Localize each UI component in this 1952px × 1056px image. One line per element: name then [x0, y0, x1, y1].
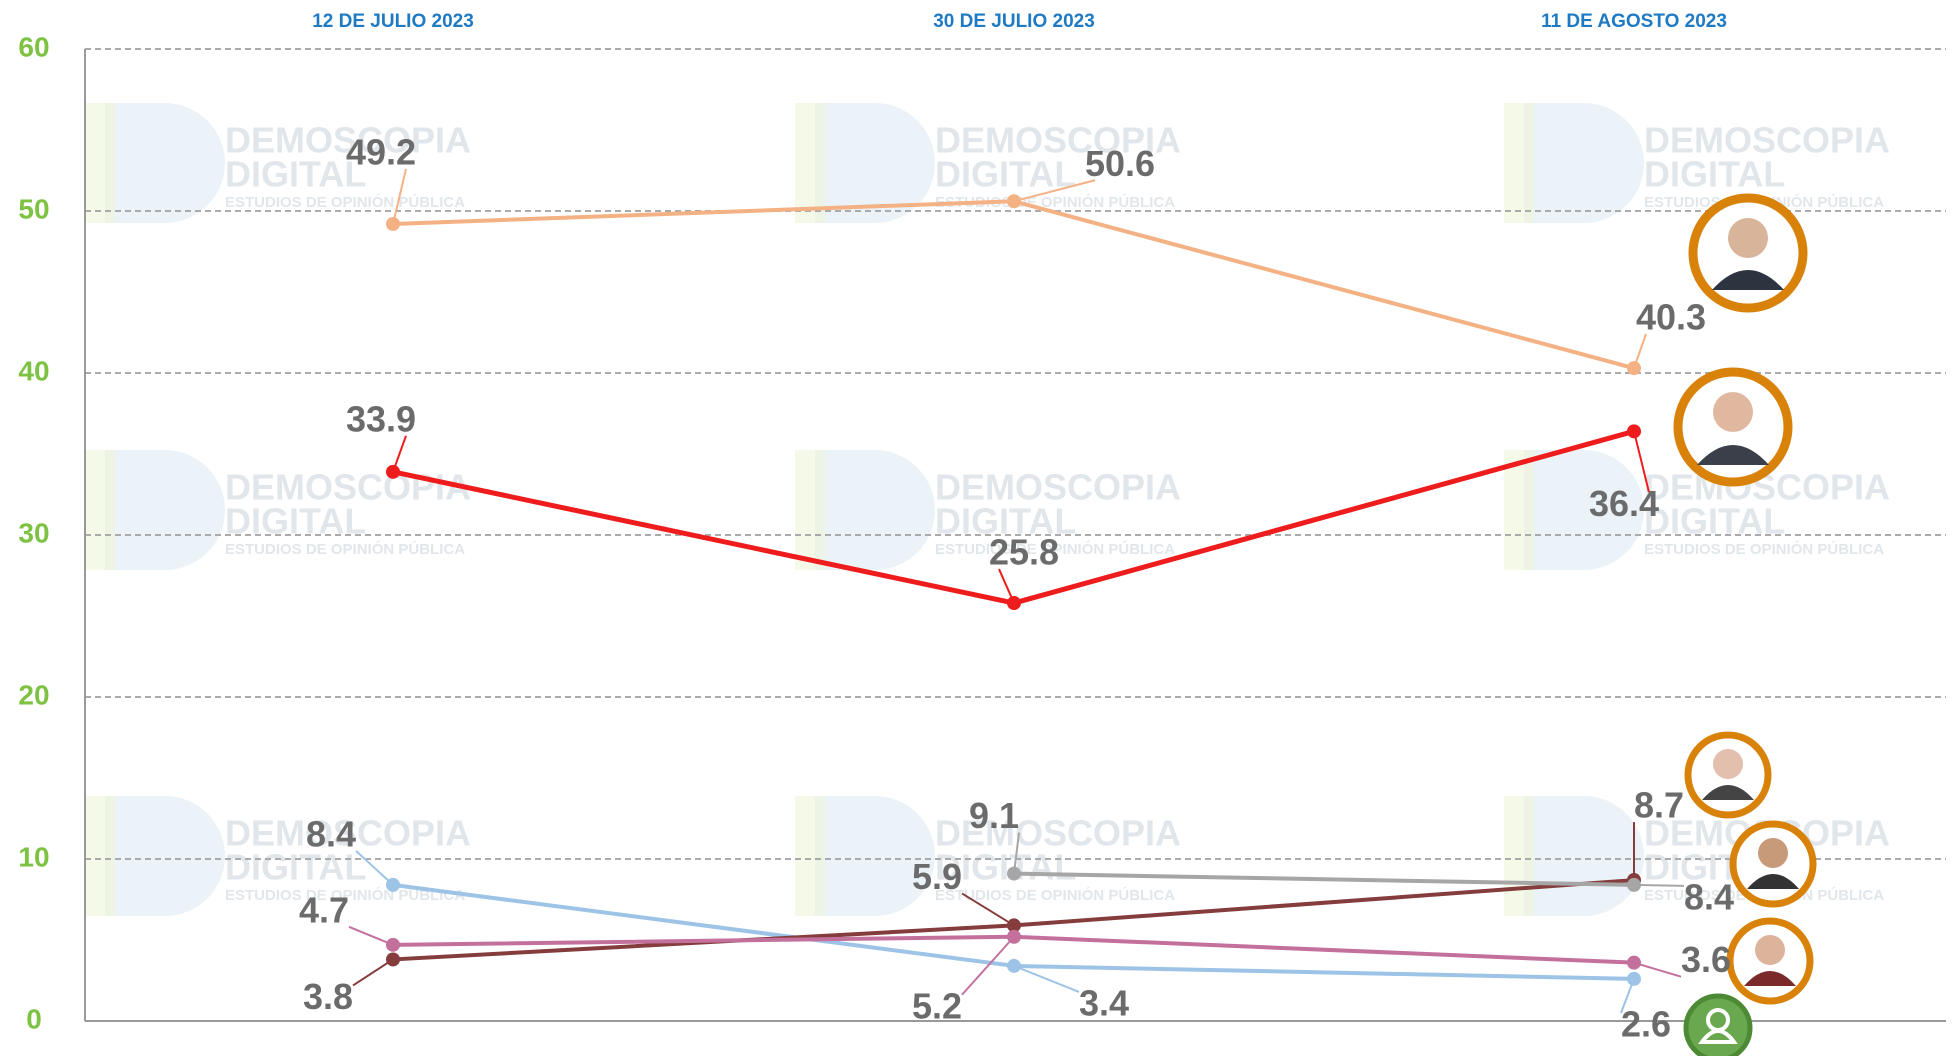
watermark-logo: [1524, 103, 1644, 223]
value-label: 8.7: [1634, 785, 1684, 826]
watermark-text: DEMOSCOPIA: [935, 467, 1181, 508]
watermark-logo-bar: [795, 103, 825, 223]
value-label: 8.4: [306, 813, 356, 854]
value-label: 8.4: [1684, 876, 1734, 917]
value-label: 3.4: [1079, 982, 1129, 1023]
watermark-text: DEMOSCOPIA: [935, 120, 1181, 161]
leader-line: [961, 892, 1015, 927]
watermark-text: ESTUDIOS DE OPINIÓN PÚBLICA: [225, 886, 465, 904]
value-label: 9.1: [969, 795, 1019, 836]
value-label: 5.2: [912, 985, 962, 1026]
leader-line: [352, 958, 394, 987]
watermark-text: DEMOSCOPIA: [225, 813, 471, 854]
leader-line: [1633, 961, 1682, 978]
watermark-logo-bar: [1504, 796, 1534, 916]
watermark-text: DIGITAL: [935, 154, 1076, 195]
watermark-logo-bar: [85, 796, 115, 916]
avatars: [1673, 193, 1817, 1056]
watermark-text: DEMOSCOPIA: [1644, 120, 1890, 161]
watermark-logo: [815, 796, 935, 916]
value-label: 3.6: [1681, 939, 1731, 980]
watermark-logo: [815, 450, 935, 570]
watermark-logo: [105, 103, 225, 223]
avatar: [1729, 820, 1817, 908]
y-tick-label: 60: [18, 31, 49, 62]
watermark-logo: [1524, 450, 1644, 570]
leader-line: [1633, 431, 1650, 493]
watermark-text: ESTUDIOS DE OPINIÓN PÚBLICA: [935, 886, 1175, 904]
y-tick-label: 40: [18, 355, 49, 386]
value-label: 25.8: [989, 532, 1059, 573]
value-label: 40.3: [1636, 297, 1706, 338]
leader-line: [392, 435, 407, 473]
watermark-text: DIGITAL: [935, 847, 1076, 888]
avatar: [1688, 193, 1808, 313]
value-label: 33.9: [346, 398, 416, 439]
watermark-text: ESTUDIOS DE OPINIÓN PÚBLICA: [1644, 540, 1884, 558]
watermark-text: DIGITAL: [1644, 154, 1785, 195]
watermark-logo: [105, 796, 225, 916]
y-tick-label: 0: [26, 1003, 42, 1034]
leader-line: [1633, 883, 1685, 887]
leader-line: [1013, 832, 1020, 874]
x-tick-label: 30 DE JULIO 2023: [933, 11, 1095, 32]
watermark-text: DEMOSCOPIA: [935, 813, 1181, 854]
watermark-text: ESTUDIOS DE OPINIÓN PÚBLICA: [225, 193, 465, 211]
leader-line: [1013, 964, 1080, 993]
y-tick-label: 50: [18, 193, 49, 224]
leader-line: [392, 168, 407, 225]
value-label: 2.6: [1621, 1003, 1671, 1044]
x-tick-label: 11 DE AGOSTO 2023: [1541, 11, 1727, 32]
y-tick-label: 20: [18, 679, 49, 710]
leader-line: [348, 925, 394, 946]
watermark-logo: [1524, 796, 1644, 916]
watermark-text: DEMOSCOPIA: [225, 467, 471, 508]
watermark-logo: [105, 450, 225, 570]
marks: [348, 168, 1685, 1014]
leader-line: [1633, 333, 1647, 369]
value-label: 36.4: [1589, 483, 1659, 524]
labels: 0 10 20 30 40 50 60 12 DE JULIO 2023 30 DE JULIO…: [18, 11, 1734, 1044]
leader-line: [1620, 978, 1635, 1014]
y-tick-label: 10: [18, 841, 49, 872]
leader-line: [961, 936, 1015, 996]
watermark-logo-bar: [795, 796, 825, 916]
value-label: 3.8: [303, 976, 353, 1017]
leader-line: [1013, 179, 1096, 203]
x-tick-label: 12 DE JULIO 2023: [312, 11, 474, 32]
watermark-logo-bar: [85, 450, 115, 570]
series-line: [1013, 871, 1635, 887]
leader-line: [355, 850, 394, 886]
avatar: [1684, 731, 1772, 819]
watermark-text: DIGITAL: [225, 154, 366, 195]
value-label: 5.9: [912, 856, 962, 897]
value-label: 50.6: [1085, 143, 1155, 184]
watermark-logo-bar: [795, 450, 825, 570]
value-label: 4.7: [299, 889, 349, 930]
leader-line: [998, 568, 1015, 604]
watermark-text: ESTUDIOS DE OPINIÓN PÚBLICA: [935, 193, 1175, 211]
watermark-text: ESTUDIOS DE OPINIÓN PÚBLICA: [225, 540, 465, 558]
watermark-logo-bar: [85, 103, 115, 223]
value-label: 49.2: [346, 131, 416, 172]
y-tick-label: 30: [18, 517, 49, 548]
watermark-logo-bar: [1504, 103, 1534, 223]
avatar: [1726, 917, 1814, 1005]
watermark-logo: [815, 103, 935, 223]
avatar: [1683, 993, 1753, 1056]
watermark-text: DIGITAL: [225, 847, 366, 888]
avatar: [1673, 367, 1793, 487]
series-line: [392, 199, 1635, 371]
watermark-text: DEMOSCOPIA: [225, 120, 471, 161]
watermark-logo-bar: [1504, 450, 1534, 570]
watermark-text: ESTUDIOS DE OPINIÓN PÚBLICA: [935, 540, 1175, 558]
